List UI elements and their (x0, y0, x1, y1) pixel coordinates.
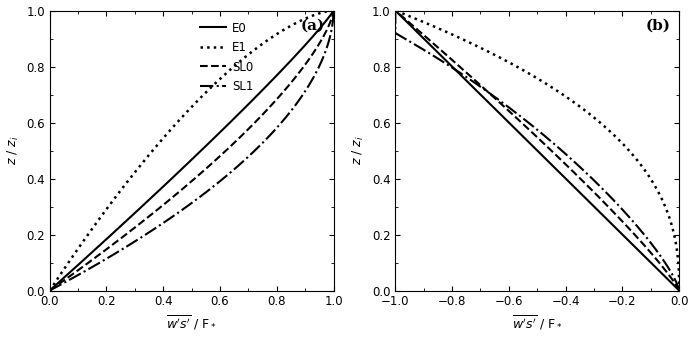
SL0 (514, 117, 522, 121)
E0 (46, 289, 54, 293)
E1 (46, 288, 54, 292)
SL1 (391, 8, 400, 13)
SL1 (527, 123, 535, 127)
SL1 (46, 289, 54, 293)
SL1 (330, 8, 338, 13)
Line: E1: E1 (396, 10, 679, 291)
SL0 (330, 8, 338, 13)
SL0 (46, 289, 54, 293)
E0 (229, 117, 237, 121)
E0 (391, 8, 400, 13)
X-axis label: $\overline{w^{\prime}s^{\prime}}$ / F$_*$: $\overline{w^{\prime}s^{\prime}}$ / F$_*… (167, 314, 217, 333)
E1 (171, 123, 179, 127)
E1 (176, 117, 185, 121)
Line: SL1: SL1 (50, 10, 334, 291)
Text: (a): (a) (301, 19, 325, 33)
E1 (598, 122, 606, 126)
E1 (453, 35, 462, 39)
E1 (46, 289, 54, 293)
SL1 (398, 35, 406, 39)
Line: E0: E0 (396, 10, 679, 291)
E0 (674, 288, 682, 292)
SL0 (675, 288, 683, 292)
SL1 (276, 123, 284, 127)
E1 (171, 122, 180, 126)
E0 (675, 289, 684, 293)
SL0 (47, 288, 56, 292)
E1 (269, 35, 277, 39)
Line: E1: E1 (50, 10, 334, 291)
E0 (436, 52, 444, 56)
SL1 (675, 289, 684, 293)
X-axis label: $\overline{w^{\prime}s^{\prime}}$ / F$_*$: $\overline{w^{\prime}s^{\prime}}$ / F$_*… (512, 314, 563, 333)
SL0 (518, 122, 527, 126)
E0 (308, 35, 316, 39)
SL1 (675, 288, 683, 292)
SL1 (47, 288, 56, 292)
SL0 (249, 122, 257, 126)
E1 (592, 117, 600, 121)
Line: SL0: SL0 (396, 10, 679, 291)
Y-axis label: $z$ / $z_i$: $z$ / $z_i$ (351, 136, 366, 165)
Y-axis label: $z$ / $z_i$: $z$ / $z_i$ (6, 136, 21, 165)
E0 (506, 122, 514, 126)
E1 (675, 288, 684, 292)
E1 (598, 123, 607, 127)
SL0 (391, 8, 400, 13)
E1 (391, 8, 400, 13)
Legend: E0, E1, SL0, SL1: E0, E1, SL0, SL1 (198, 19, 255, 95)
SL1 (526, 122, 534, 126)
SL0 (520, 123, 528, 127)
E0 (507, 123, 516, 127)
E0 (292, 52, 301, 56)
SL0 (308, 52, 316, 56)
SL0 (248, 123, 257, 127)
Text: (b): (b) (645, 19, 670, 33)
SL0 (319, 35, 328, 39)
E1 (244, 52, 253, 56)
SL0 (254, 117, 262, 121)
E0 (46, 288, 55, 292)
E0 (223, 123, 232, 127)
SL0 (675, 289, 684, 293)
SL1 (520, 117, 528, 121)
SL1 (276, 122, 285, 126)
E0 (501, 117, 509, 121)
E1 (330, 8, 338, 13)
Line: SL1: SL1 (396, 10, 679, 291)
Line: SL0: SL0 (50, 10, 334, 291)
SL0 (421, 35, 430, 39)
E1 (675, 289, 684, 293)
E0 (224, 122, 232, 126)
SL1 (428, 52, 436, 56)
SL1 (326, 35, 335, 39)
Line: E0: E0 (50, 10, 334, 291)
SL1 (280, 117, 289, 121)
SL0 (442, 52, 450, 56)
E0 (418, 35, 426, 39)
E1 (490, 52, 498, 56)
E0 (330, 8, 338, 13)
SL1 (320, 52, 328, 56)
